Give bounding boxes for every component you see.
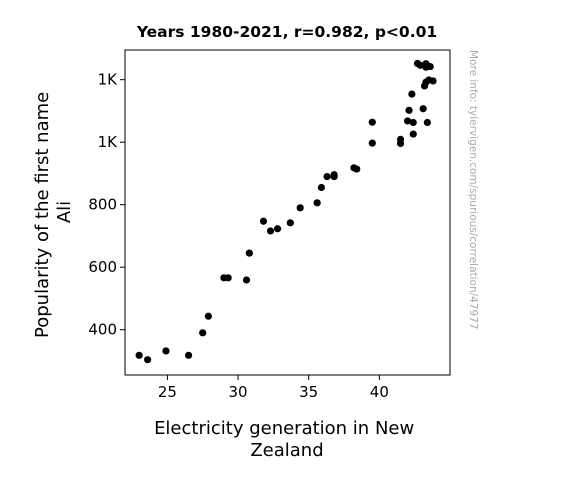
data-point [423,118,431,127]
x-tick-label: 25 [158,383,177,401]
data-point [296,204,304,212]
y-tick-label: 800 [88,196,117,214]
y-axis: 400 600 800 1K 1K [88,71,125,339]
data-point [330,171,338,179]
data-point [404,117,412,125]
data-point [259,217,268,225]
data-point [426,62,434,71]
data-point [242,276,251,284]
data-point [419,105,427,113]
data-point [368,139,376,147]
data-point [266,227,275,235]
data-points [135,59,437,364]
data-point [396,135,405,143]
data-point [409,118,417,127]
x-axis-label: Electricity generation in New Zealand [154,418,420,461]
data-point [274,225,282,233]
y-axis-label: Popularity of the first name Ali [32,86,75,338]
data-point [224,274,232,282]
data-point [416,61,424,69]
data-point [245,249,253,257]
x-axis-label-line-2: Zealand [250,440,323,461]
y-tick-label: 600 [88,258,117,276]
data-point [317,183,326,192]
y-axis-label-line-2: Ali [54,201,75,223]
data-point [144,356,152,364]
data-point [409,130,417,138]
data-point [184,351,193,359]
data-point [199,329,207,337]
data-point [405,106,413,114]
y-tick-label: 1K [98,133,119,151]
x-axis-label-line-1: Electricity generation in New [154,418,414,439]
data-point [353,165,361,173]
y-tick-label: 1K [98,71,119,89]
data-point [323,172,331,181]
data-point [408,90,416,98]
x-tick-label: 35 [299,383,318,401]
data-point [368,118,376,126]
x-axis: 25 30 35 40 [158,375,389,401]
y-axis-label-line-1: Popularity of the first name [32,92,53,338]
chart-title: Years 1980-2021, r=0.982, p<0.01 [136,23,437,41]
data-point [286,219,294,227]
watermark: More info: tylervigen.com/spurious/corre… [467,50,479,330]
data-point [135,351,143,359]
data-point [429,77,437,85]
y-tick-label: 400 [88,321,117,339]
data-point [162,347,170,355]
plot-area [124,49,451,376]
x-tick-label: 30 [228,383,247,401]
data-point [313,199,321,207]
data-point [204,312,212,320]
x-tick-label: 40 [370,383,389,401]
